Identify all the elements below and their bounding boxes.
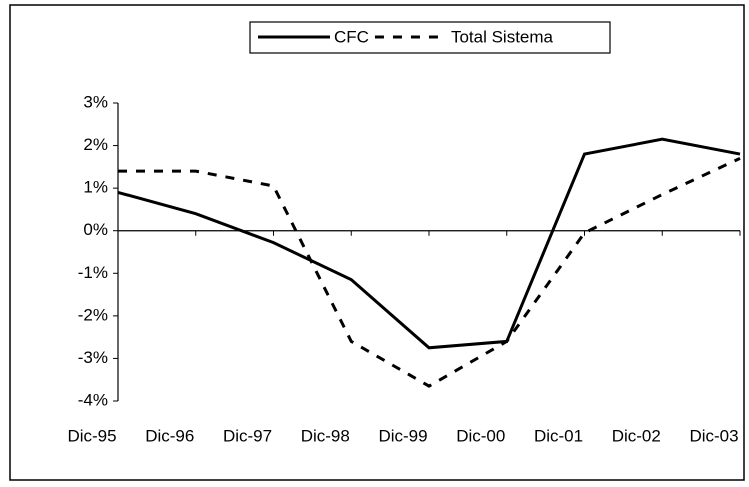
legend-label: CFC [334,27,369,46]
x-tick-label: Dic-97 [223,426,272,445]
y-tick-label: -1% [78,263,108,282]
y-tick-label: 2% [83,135,108,154]
x-tick-label: Dic-99 [378,426,427,445]
x-tick-label: Dic-98 [301,426,350,445]
series-line [117,137,741,350]
x-tick-label: Dic-03 [689,426,738,445]
x-tick-label: Dic-95 [67,426,116,445]
x-tick-label: Dic-02 [612,426,661,445]
y-tick-label: -2% [78,305,108,324]
x-tick-label: Dic-01 [534,426,583,445]
y-tick-label: -3% [78,348,108,367]
y-tick-label: -4% [78,390,108,409]
x-tick-label: Dic-96 [145,426,194,445]
y-tick-label: 3% [83,92,108,111]
x-tick-label: Dic-00 [456,426,505,445]
legend-label: Total Sistema [451,27,554,46]
series-line [118,156,741,388]
y-tick-label: 1% [83,178,108,197]
chart-frame [9,4,745,481]
y-tick-label: 0% [83,220,108,239]
